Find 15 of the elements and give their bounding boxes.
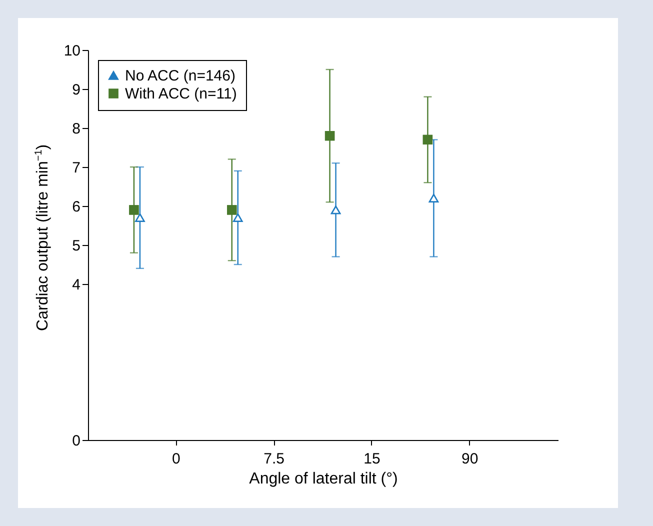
y-tick-label: 9 [72,82,80,98]
x-axis-title: Angle of lateral tilt (°) [249,470,398,488]
y-tick-label: 6 [72,198,80,216]
y-tick-label: 4 [72,276,80,294]
y-tick-label: 5 [72,238,80,254]
x-tick-label: 90 [462,450,478,468]
y-tick-label: 0 [72,432,80,450]
y-tick-label: 10 [64,42,80,60]
x-tick-label: 7.5 [264,450,284,468]
x-tick-label: 15 [364,450,380,468]
legend-label: With ACC (n=11) [125,86,237,102]
legend-label: No ACC (n=146) [125,68,236,84]
y-tick-label: 8 [72,120,80,138]
y-tick-label: 7 [72,160,80,176]
x-tick-label: 0 [172,450,180,468]
